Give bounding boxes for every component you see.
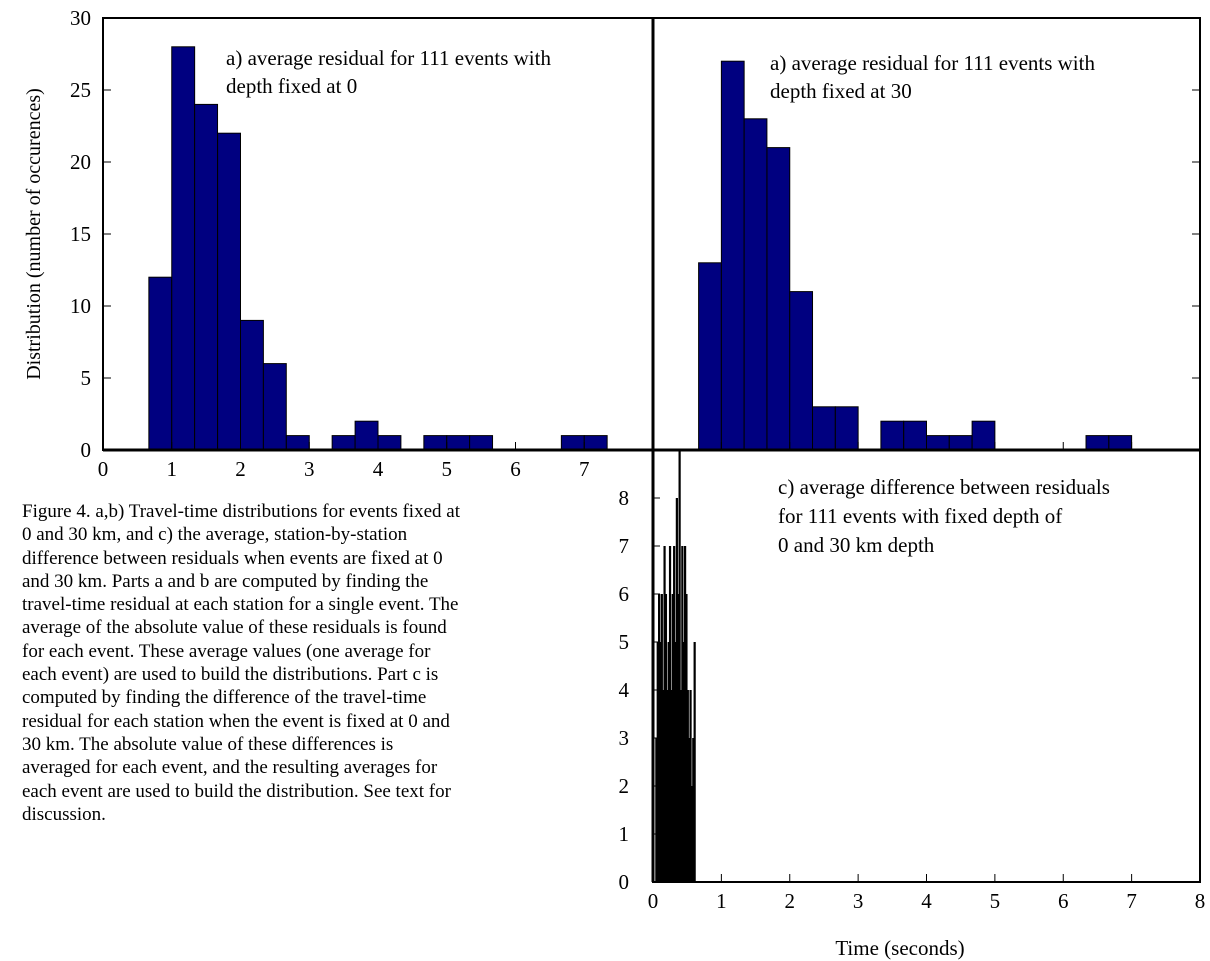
xtick-label-a-2: 2 — [235, 457, 246, 481]
xtick-label-c-7: 7 — [1126, 889, 1137, 913]
bar-b-9 — [926, 435, 950, 451]
xtick-label-c-3: 3 — [853, 889, 864, 913]
ytick-label-a-5: 25 — [70, 78, 91, 102]
xtick-label-c-2: 2 — [785, 889, 796, 913]
bar-a-9 — [377, 435, 402, 451]
ytick-label-c-7: 7 — [619, 534, 630, 558]
bar-a-13 — [560, 435, 585, 451]
bar-b-7 — [880, 420, 905, 451]
bar-a-11 — [446, 435, 471, 451]
xtick-label-c-1: 1 — [716, 889, 727, 913]
bar-b-12 — [1085, 435, 1110, 451]
bar-a-1 — [171, 46, 196, 451]
ytick-label-c-0: 0 — [619, 870, 630, 894]
ytick-label-c-5: 5 — [619, 630, 630, 654]
ytick-label-a-2: 10 — [70, 294, 91, 318]
annotation-a-1: depth fixed at 0 — [226, 74, 357, 98]
ylabel-a: Distribution (number of occurences) — [23, 88, 45, 380]
xtick-label-c-6: 6 — [1058, 889, 1069, 913]
bar-a-8 — [354, 420, 379, 451]
bar-a-14 — [583, 435, 608, 451]
xtick-label-a-6: 6 — [510, 457, 521, 481]
bar-a-0 — [148, 276, 173, 451]
bar-a-12 — [469, 435, 494, 451]
ytick-label-c-8: 8 — [619, 486, 630, 510]
xtick-label-a-5: 5 — [442, 457, 453, 481]
annotation-b-1: depth fixed at 30 — [770, 79, 912, 103]
bar-b-8 — [903, 420, 928, 451]
xtick-label-c-4: 4 — [921, 889, 932, 913]
annotation-b-0: a) average residual for 111 events with — [770, 51, 1095, 75]
annotation-c-0: c) average difference between residuals — [778, 475, 1110, 499]
bar-b-4 — [789, 291, 814, 451]
bar-a-10 — [423, 435, 448, 451]
ytick-label-c-3: 3 — [619, 726, 630, 750]
bar-a-6 — [285, 435, 310, 451]
ytick-label-c-2: 2 — [619, 774, 630, 798]
bar-b-2 — [743, 118, 768, 451]
bar-b-10 — [948, 435, 973, 451]
bar-a-4 — [240, 319, 264, 451]
annotation-c-1: for 111 events with fixed depth of — [778, 504, 1062, 528]
figure-caption: Figure 4. a,b) Travel-time distributions… — [22, 501, 460, 825]
bar-b-1 — [720, 60, 745, 451]
xtick-label-a-7: 7 — [579, 457, 590, 481]
ytick-label-c-6: 6 — [619, 582, 630, 606]
xtick-label-a-4: 4 — [373, 457, 384, 481]
xtick-label-c-5: 5 — [990, 889, 1001, 913]
bar-b-6 — [834, 406, 859, 451]
ytick-label-a-3: 15 — [70, 222, 91, 246]
ytick-label-a-0: 0 — [81, 438, 92, 462]
xtick-label-a-3: 3 — [304, 457, 315, 481]
xtick-label-a-1: 1 — [167, 457, 178, 481]
bar-b-0 — [698, 262, 722, 451]
ytick-label-c-4: 4 — [619, 678, 630, 702]
xtick-label-a-0: 0 — [98, 457, 109, 481]
annotation-a-0: a) average residual for 111 events with — [226, 46, 551, 70]
ytick-label-a-6: 30 — [70, 6, 91, 30]
ytick-label-a-4: 20 — [70, 150, 91, 174]
bar-b-13 — [1108, 435, 1133, 451]
bar-a-5 — [262, 363, 287, 451]
bar-a-3 — [217, 132, 241, 451]
xlabel-c: Time (seconds) — [835, 936, 964, 960]
bar-b-3 — [766, 147, 791, 451]
ytick-label-a-1: 5 — [81, 366, 92, 390]
bar-b-11 — [971, 420, 996, 451]
xtick-label-c-0: 0 — [648, 889, 659, 913]
ytick-label-c-1: 1 — [619, 822, 630, 846]
bar-b-5 — [812, 406, 836, 451]
xtick-label-c-8: 8 — [1195, 889, 1206, 913]
bar-a-2 — [194, 103, 219, 451]
annotation-c-2: 0 and 30 km depth — [778, 533, 935, 557]
bar-a-7 — [331, 435, 356, 451]
